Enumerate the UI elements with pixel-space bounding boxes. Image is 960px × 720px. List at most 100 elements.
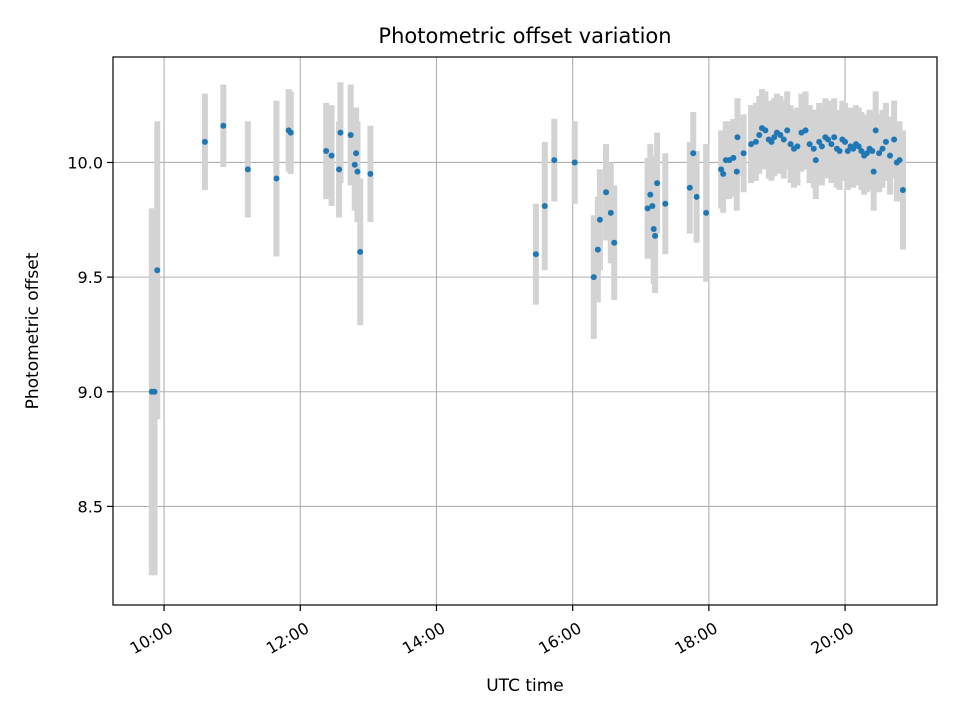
data-point-5: [244, 166, 251, 173]
data-point-78: [844, 148, 851, 155]
data-point-92: [882, 138, 889, 145]
data-point-14: [351, 161, 358, 168]
data-point-62: [794, 143, 801, 150]
data-point-26: [603, 189, 610, 196]
errorbar-layer: [148, 82, 906, 576]
data-point-6: [273, 175, 280, 182]
y-tick-label-1: 9.0: [78, 383, 103, 402]
data-point-11: [336, 166, 343, 173]
data-point-35: [662, 200, 669, 207]
data-point-49: [752, 138, 759, 145]
data-point-34: [654, 180, 661, 187]
data-point-97: [899, 186, 906, 193]
x-axis-label: UTC time: [486, 676, 564, 696]
data-point-91: [879, 145, 886, 152]
x-tick-label-1: 12:00: [263, 618, 312, 658]
data-point-54: [768, 138, 775, 145]
data-point-3: [201, 138, 208, 145]
data-point-16: [354, 168, 361, 175]
data-point-89: [872, 127, 879, 134]
data-point-65: [806, 141, 813, 148]
data-point-29: [644, 205, 651, 212]
data-point-21: [551, 157, 558, 164]
data-point-82: [855, 143, 862, 150]
data-point-85: [863, 150, 870, 157]
data-point-90: [876, 150, 883, 157]
x-axis-ticks: 10:00 12:00 14:00 16:00 18:00 20:00: [127, 605, 857, 658]
data-point-52: [762, 127, 769, 134]
data-point-68: [816, 138, 823, 145]
plot-area-frame: [112, 56, 938, 606]
data-point-77: [842, 138, 849, 145]
data-point-2: [154, 267, 161, 274]
data-point-59: [784, 127, 791, 134]
data-point-45: [733, 168, 740, 175]
data-point-30: [647, 191, 654, 198]
data-point-83: [858, 148, 865, 155]
data-point-87: [869, 148, 876, 155]
data-point-41: [720, 170, 727, 177]
data-point-10: [328, 152, 335, 159]
data-point-25: [596, 216, 603, 223]
y-tick-label-3: 10.0: [67, 153, 103, 172]
data-point-50: [756, 131, 763, 138]
data-point-28: [611, 239, 618, 246]
data-point-71: [825, 136, 832, 143]
data-point-27: [607, 209, 614, 216]
data-point-37: [690, 150, 697, 157]
data-point-67: [812, 157, 819, 164]
data-point-32: [650, 225, 657, 232]
data-point-19: [532, 251, 539, 258]
data-point-88: [870, 168, 877, 175]
data-point-4: [220, 122, 227, 129]
data-point-13: [347, 131, 354, 138]
data-point-9: [323, 148, 330, 155]
y-axis-ticks: 8.5 9.0 9.5 10.0: [67, 153, 113, 516]
x-tick-label-3: 16:00: [535, 618, 584, 658]
data-point-22: [571, 159, 578, 166]
data-point-1: [151, 388, 158, 395]
data-point-20: [541, 203, 548, 210]
data-point-40: [718, 166, 725, 173]
data-point-38: [693, 193, 700, 200]
x-tick-label-4: 18:00: [671, 618, 720, 658]
y-tick-label-2: 9.5: [78, 268, 103, 287]
data-point-15: [353, 150, 360, 157]
data-point-18: [367, 170, 374, 177]
data-point-94: [891, 136, 898, 143]
x-tick-label-5: 20:00: [808, 618, 857, 658]
data-point-8: [287, 129, 294, 136]
x-tick-label-2: 14:00: [399, 618, 448, 658]
data-point-55: [771, 134, 778, 141]
data-point-23: [590, 274, 597, 281]
data-point-96: [896, 157, 903, 164]
data-point-58: [780, 136, 787, 143]
data-point-33: [652, 232, 659, 239]
data-point-80: [850, 145, 857, 152]
data-point-24: [594, 246, 601, 253]
x-tick-label-0: 10:00: [127, 618, 176, 658]
data-point-64: [802, 127, 809, 134]
data-point-46: [734, 134, 741, 141]
data-point-44: [730, 154, 737, 161]
data-point-73: [831, 134, 838, 141]
data-point-93: [887, 152, 894, 159]
data-point-48: [748, 141, 755, 148]
data-point-36: [686, 184, 693, 191]
data-point-72: [828, 141, 835, 148]
data-point-layer: [148, 122, 906, 395]
chart-title: Photometric offset variation: [378, 24, 671, 48]
data-point-12: [337, 129, 344, 136]
data-point-60: [787, 141, 794, 148]
y-tick-label-0: 8.5: [78, 497, 103, 516]
data-point-31: [649, 203, 656, 210]
data-point-57: [777, 131, 784, 138]
data-point-39: [703, 209, 710, 216]
data-point-66: [810, 145, 817, 152]
data-point-75: [836, 148, 843, 155]
data-point-69: [818, 143, 825, 150]
y-axis-label: Photometric offset: [23, 252, 43, 409]
data-point-47: [740, 150, 747, 157]
data-point-17: [357, 248, 364, 255]
